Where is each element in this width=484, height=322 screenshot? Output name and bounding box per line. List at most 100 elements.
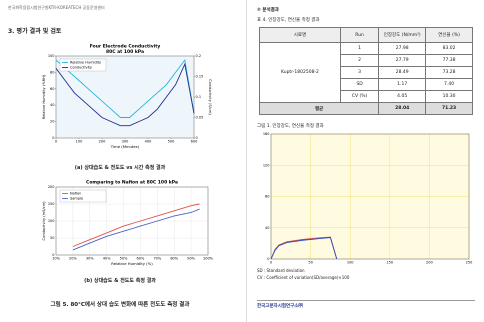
x-tick-label: 10%: [52, 257, 60, 261]
x-tick-label: 50: [308, 261, 312, 265]
y-tick-label: 40: [50, 103, 54, 107]
cell: 83.02: [425, 42, 473, 55]
y-tick-label: 120: [263, 163, 270, 167]
cell: 평균: [258, 102, 380, 115]
x-axis-label: Time (Minutes): [110, 144, 140, 149]
series-line: [270, 237, 338, 260]
x-tick-label: 600: [191, 140, 198, 144]
chart: 0 50 100 150 200 10% 20% 30% 40% 50% 60% 70% 80% 90% 1…: [42, 180, 214, 267]
cell: 4.05: [378, 90, 427, 103]
cell: 28.49: [378, 66, 427, 79]
cell: 27.98: [378, 42, 427, 55]
x-tick-label: 90%: [187, 257, 195, 261]
y-tick-label: 160: [263, 132, 270, 136]
x-tick-label: 0: [270, 261, 272, 265]
x-tick-label: 150: [386, 261, 393, 265]
caption: (b) 상대습도 & 전도도 측정 결과: [84, 278, 156, 284]
x-tick-label: 80%: [170, 257, 178, 261]
plot-frame: [55, 186, 209, 256]
y-tick-label: 200: [48, 185, 55, 189]
cell: 2: [339, 54, 380, 67]
page-header: 한국화학융합시험연구원KTR-KOREATECH 공동운영센터: [8, 5, 105, 10]
note: CV : Coefficient of variation(SD/average…: [257, 275, 350, 280]
cell: SD: [339, 78, 380, 91]
y-tick-label: 50: [50, 236, 54, 240]
y-tick-label: 40: [265, 226, 269, 230]
x-tick-label: 500: [168, 140, 175, 144]
chart-title: Comparing to Nafion at 80C 100 kPa: [86, 180, 178, 186]
legend-label: Conductivity: [70, 66, 92, 70]
sample-cell: Kuptr-1802508-2: [259, 42, 341, 103]
y-axis-label: Relative Humidity (%RH): [42, 74, 46, 119]
x-tick-label: 0: [55, 140, 57, 144]
legend-label: Sample: [70, 197, 83, 201]
series-line: [55, 62, 195, 127]
x-tick-label: 40%: [103, 257, 111, 261]
table-caption: 표 4. 인장강도, 연신율 측정 결과: [257, 18, 320, 23]
y-tick-label: 100: [48, 219, 55, 223]
cell: 77.38: [425, 54, 473, 67]
series-line: [72, 208, 200, 251]
x-axis-label: Relative Humidity (%): [111, 261, 153, 266]
x-tick-label: 20%: [69, 257, 77, 261]
section-title: ② 분석결과: [257, 8, 279, 13]
cell: 28.04: [378, 102, 427, 115]
note: SD : Standard deviation: [257, 268, 305, 273]
cell: 7.40: [425, 78, 473, 91]
cell: CV (%): [339, 90, 380, 103]
series-line: [270, 236, 338, 260]
legend-label: Nafion: [70, 192, 81, 196]
chart-subtitle: 80C at 100 kPa: [106, 49, 144, 55]
chart: 0 40 80 120 160 0 50 100 150 200 250: [263, 132, 473, 265]
x-tick-label: 400: [145, 140, 152, 144]
x-tick-label: 250: [466, 261, 473, 265]
result-table: 시료명 Run 인장강도 (N/mm²) 연신율 (%) Kuptr-18025…: [258, 27, 473, 115]
chart: 0 20 40 60 80 100 0 0.05 0.1 0.15 0.2 0 100 200 300 400…: [42, 44, 212, 150]
cell: 10.30: [425, 90, 473, 103]
header-cell: Run: [339, 27, 380, 43]
x-tick-label: 200: [99, 140, 106, 144]
legend-box: [59, 58, 107, 72]
y-tick-label: 60: [50, 87, 54, 91]
cell: 73.28: [425, 66, 473, 79]
y-tick-label: 150: [48, 202, 55, 206]
y-tick-label: 80: [265, 195, 269, 199]
x-tick-label: 60%: [137, 257, 145, 261]
legend-box: [59, 189, 107, 203]
legend-label: Relative Humidity: [70, 61, 101, 65]
header-cell: 인장강도 (N/mm²): [378, 27, 427, 43]
x-tick-label: 70%: [153, 257, 161, 261]
x-tick-label: 100: [347, 261, 354, 265]
header-cell: 시료명: [259, 27, 341, 43]
right-page: ② 분석결과 표 4. 인장강도, 연신율 측정 결과 시료명 Run 인장강도…: [246, 0, 484, 322]
series-line: [72, 203, 200, 247]
y-tick-label: 80: [50, 70, 54, 74]
left-page: 한국화학융합시험연구원KTR-KOREATECH 공동운영센터 3. 평가 결과…: [0, 0, 240, 322]
plot-frame: [270, 133, 470, 260]
x-tick-label: 200: [426, 261, 433, 265]
cell: 27.79: [378, 54, 427, 67]
x-tick-label: 300: [122, 140, 129, 144]
y-tick-label: 100: [48, 54, 55, 58]
header-cell: 연신율 (%): [425, 27, 473, 43]
y2-tick-label: 0.1: [196, 95, 202, 99]
cell: 71.23: [425, 102, 473, 115]
cell: 1: [339, 42, 380, 55]
y-tick-label: 0: [267, 257, 269, 261]
section-title: 3. 평가 결과 및 검토: [8, 28, 62, 35]
chart-title: Four Electrode Conductivity: [90, 44, 161, 50]
y-tick-label: 0: [52, 253, 54, 257]
y2-tick-label: 0.2: [196, 54, 202, 58]
y2-tick-label: 0.05: [196, 116, 204, 120]
x-tick-label: 100%: [203, 257, 214, 261]
cell: 1.17: [378, 78, 427, 91]
y-axis-label: Conductivity (mS/cm): [42, 201, 46, 241]
y-tick-label: 20: [50, 120, 54, 124]
figure-caption: 그림 5. 80°C에서 상대 습도 변화에 따른 전도도 측정 결과: [50, 302, 190, 308]
cell: 3: [339, 66, 380, 79]
y2-axis-label: Conductivity (S/cm): [208, 79, 212, 115]
figure-caption: 그림 1. 인장강도, 연신율 측정 결과: [257, 124, 324, 129]
x-tick-label: 100: [76, 140, 83, 144]
page-footer: 한국고분자시험연구소㈜: [257, 304, 303, 309]
